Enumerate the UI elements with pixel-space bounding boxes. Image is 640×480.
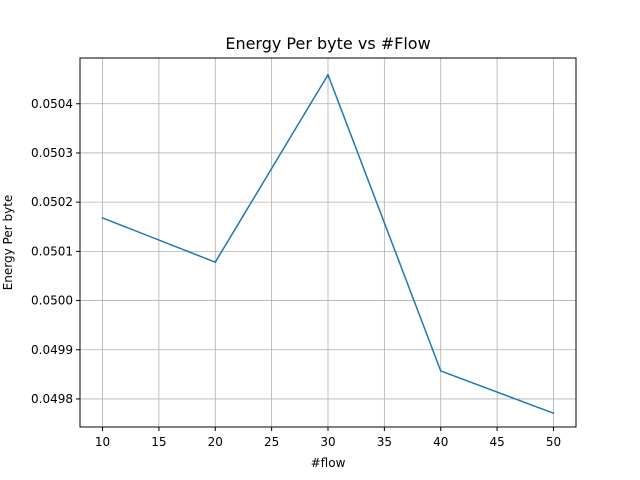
y-tick-label: 0.0504 — [31, 97, 73, 111]
x-tick-label: 45 — [489, 435, 504, 449]
x-tick-label: 35 — [377, 435, 392, 449]
data-point — [552, 412, 555, 415]
data-point — [439, 370, 442, 372]
y-axis-label: Energy Per byte — [1, 195, 15, 291]
y-tick-label: 0.0501 — [31, 244, 73, 258]
y-tick-label: 0.0502 — [31, 195, 73, 209]
x-tick-label: 50 — [546, 435, 561, 449]
grid — [80, 58, 576, 427]
x-tick-label: 40 — [433, 435, 448, 449]
y-tick-label: 0.0503 — [31, 146, 73, 160]
x-tick-label: 15 — [151, 435, 166, 449]
y-tick-label: 0.0500 — [31, 294, 73, 308]
x-tick-label: 10 — [95, 435, 110, 449]
x-axis-label: #flow — [311, 456, 346, 470]
x-tick-label: 25 — [264, 435, 279, 449]
data-point — [214, 261, 217, 263]
x-tick-label: 30 — [320, 435, 335, 449]
y-tick-label: 0.0498 — [31, 392, 73, 406]
chart-title: Energy Per byte vs #Flow — [225, 34, 430, 53]
plot-frame — [79, 57, 577, 428]
x-tick-label: 20 — [208, 435, 223, 449]
series-group — [101, 73, 555, 415]
axis-ticks: 10 15 20 25 30 35 40 45 50 0.0498 0.0499 0.0500 0.05… — [31, 97, 561, 449]
data-point — [327, 73, 329, 76]
data-point — [101, 217, 104, 219]
y-tick-label: 0.0499 — [31, 343, 73, 357]
